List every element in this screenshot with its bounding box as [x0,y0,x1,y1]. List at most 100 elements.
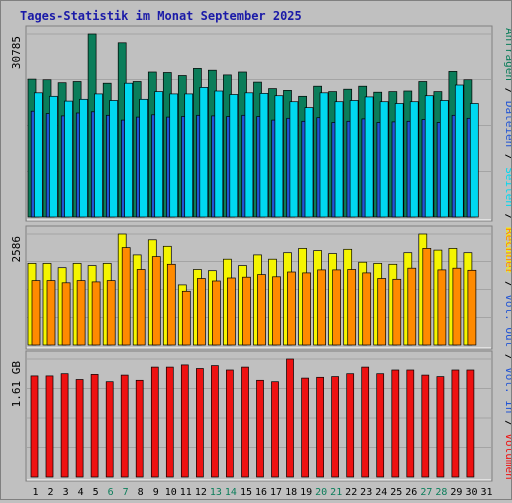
day-label-2: 2 [47,487,53,498]
bar-volumen-3 [60,373,69,478]
bar-volumen-17 [271,381,279,478]
day-label-11: 11 [180,487,192,498]
bar-volumen-7 [120,374,129,478]
bar-volumen-15 [241,366,249,478]
bar-volumen-8 [135,379,144,478]
day-label-26: 26 [405,487,417,498]
bar-rechner-18 [287,271,296,346]
bar-seiten-15 [244,92,254,218]
legend-item: Vol. In [503,367,511,413]
legend-item: Anfragen [503,28,511,81]
bar-seiten-30 [469,103,479,218]
x-axis-labels: 1 2 3 4 5 6 7 8 9 10 11 12 13 14 15 16 17 18 19 20 21 22 23 24 2… [32,487,492,498]
bar-seiten-17 [274,95,284,218]
bar-rechner-19 [302,272,311,346]
day-label-24: 24 [375,487,387,498]
bar-volumen-19 [301,377,309,478]
bar-seiten-22 [349,100,359,218]
bar-rechner-3 [61,282,71,346]
bar-seiten-10 [169,93,179,218]
bar-rechner-11 [181,290,191,346]
y-max-label-requests: 30785 [10,36,23,69]
day-label-4: 4 [78,487,84,498]
bar-volumen-14 [226,369,234,478]
bar-rechner-23 [362,272,372,346]
bar-seiten-8 [139,98,148,218]
bar-volumen-11 [180,364,189,478]
bar-seiten-2 [49,95,58,218]
bar-volumen-23 [361,366,370,478]
y-max-label-volume: 1.61 GB [10,361,23,408]
bar-volumen-16 [256,379,264,478]
day-label-16: 16 [255,487,267,498]
bar-volumen-18 [286,358,294,478]
bar-seiten-11 [184,93,194,218]
day-label-14: 14 [225,487,237,498]
legend-item: / [503,147,511,167]
bar-rechner-21 [332,269,341,346]
bar-seiten-27 [424,95,434,218]
bar-volumen-21 [331,376,339,478]
bar-seiten-5 [94,93,103,218]
bar-rechner-27 [422,248,432,346]
bar-seiten-21 [334,101,344,218]
bar-volumen-27 [421,374,430,478]
day-label-6: 6 [108,487,114,498]
legend-requests: Anfragen / Dateien / Seiten / Besuche [503,28,511,273]
bar-volumen-5 [90,374,99,478]
day-label-5: 5 [93,487,99,498]
day-label-22: 22 [345,487,357,498]
bar-rechner-25 [392,278,402,346]
bar-rechner-9 [151,256,161,346]
bar-volumen-10 [165,366,174,478]
bar-volumen-2 [45,375,54,478]
bar-rechner-10 [166,263,176,346]
bar-rechner-5 [91,281,101,346]
chart-panels: 30785 Anfragen / Dateien / Seiten / Besuc… [10,25,512,482]
bar-rechner-2 [46,280,56,346]
day-label-31: 31 [480,487,492,498]
bar-volumen-24 [376,373,385,478]
bar-rechner-6 [106,280,116,346]
bar-seiten-3 [64,100,73,218]
legend-item: / [503,81,511,101]
bar-seiten-23 [364,96,374,218]
bar-seiten-12 [199,87,209,218]
bar-volumen-28 [436,376,445,478]
day-label-10: 10 [165,487,177,498]
bar-rechner-12 [197,278,206,346]
day-label-20: 20 [315,487,327,498]
bar-seiten-28 [439,100,449,218]
day-label-30: 30 [465,487,477,498]
bar-rechner-20 [317,269,326,346]
legend-visits: Rechner / Vol. Out / Vol. In / Volumen [503,228,511,480]
bar-seiten-14 [229,94,239,218]
bar-rechner-26 [407,267,417,346]
bar-rechner-30 [467,269,477,346]
day-label-17: 17 [270,487,282,498]
panel-visits: 2586 Rechner / Vol. Out / Vol. In / Volum… [10,225,512,480]
bar-rechner-14 [227,277,236,346]
bar-seiten-24 [379,101,389,218]
bar-seiten-25 [394,103,404,218]
bar-rechner-15 [242,276,251,346]
panel-volume: 1.61 GB [10,350,493,482]
day-label-7: 7 [123,487,129,498]
bar-volumen-20 [316,376,324,478]
day-label-3: 3 [63,487,69,498]
legend-item: / [503,413,511,433]
day-label-1: 1 [32,487,38,498]
day-label-18: 18 [285,487,297,498]
bar-rechner-16 [257,274,266,346]
bar-seiten-20 [319,92,329,218]
bar-seiten-13 [214,90,224,218]
bar-volumen-29 [451,369,460,478]
bar-volumen-12 [196,368,204,478]
legend-item: Dateien [503,101,511,147]
bar-volumen-13 [211,365,219,478]
day-label-28: 28 [435,487,447,498]
bar-rechner-7 [121,247,131,346]
bar-seiten-26 [409,101,419,218]
y-max-label-visits: 2586 [10,236,23,263]
